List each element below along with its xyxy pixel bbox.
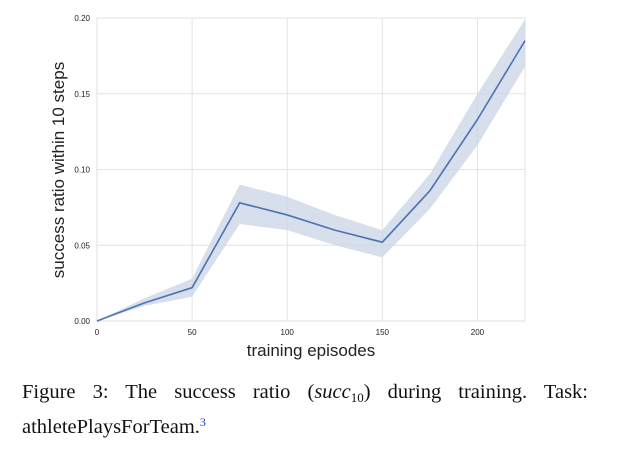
x-tick-label: 50 xyxy=(188,328,197,337)
x-tick-label: 100 xyxy=(281,328,295,337)
y-tick-label: 0.05 xyxy=(74,241,90,250)
series-line xyxy=(96,40,526,322)
plot-frame xyxy=(96,17,526,322)
figure-caption: Figure 3: The success ratio (succ10) dur… xyxy=(22,380,588,439)
caption-suffix: ) during training. Task: xyxy=(363,381,589,403)
tick-labels: 0 50 100 150 200 0.00 0.05 0.10 0.15 0.20 xyxy=(74,14,484,337)
x-tick-label: 200 xyxy=(471,328,485,337)
chart-container: 0 50 100 150 200 0.00 0.05 0.10 0.15 0.20 trainin… xyxy=(0,0,622,372)
caption-subscript: 10 xyxy=(350,390,364,405)
caption-task-name: athletePlaysForTeam. xyxy=(22,416,200,438)
chart: 0 50 100 150 200 0.00 0.05 0.10 0.15 0.20 trainin… xyxy=(0,0,622,372)
caption-prefix: Figure 3: The success ratio ( xyxy=(22,381,315,403)
x-axis-title: training episodes xyxy=(247,341,376,360)
confidence-band xyxy=(97,19,525,321)
y-tick-label: 0.20 xyxy=(74,14,90,23)
y-tick-label: 0.15 xyxy=(74,90,90,99)
x-tick-label: 150 xyxy=(376,328,390,337)
caption-math: succ xyxy=(314,381,351,403)
y-tick-label: 0.10 xyxy=(74,166,90,175)
footnote-marker[interactable]: 3 xyxy=(199,415,206,429)
chart-background xyxy=(0,0,622,372)
y-axis-title: success ratio within 10 steps xyxy=(49,62,68,278)
y-tick-label: 0.00 xyxy=(74,317,90,326)
x-tick-label: 0 xyxy=(95,328,100,337)
